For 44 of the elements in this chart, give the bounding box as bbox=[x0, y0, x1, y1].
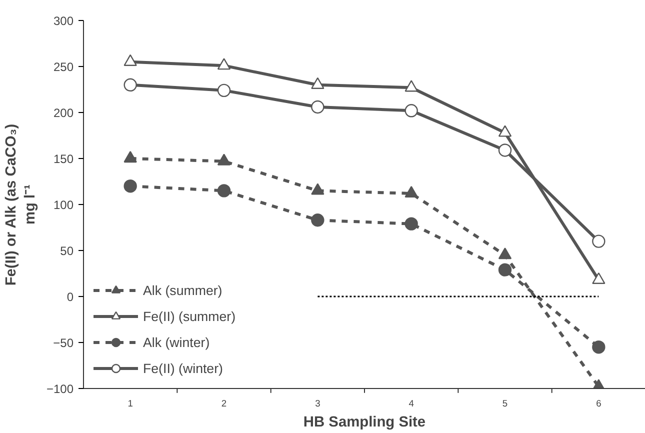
legend-label: Fe(II) (summer) bbox=[143, 308, 236, 324]
legend-label: Alk (winter) bbox=[143, 334, 210, 350]
point bbox=[217, 154, 231, 166]
point bbox=[592, 234, 606, 248]
y-axis-title: Fe(II) or Alk (as CaCO₃) mg l⁻¹ bbox=[3, 124, 38, 286]
y-tick-label: 300 bbox=[53, 14, 74, 28]
point bbox=[498, 248, 512, 260]
x-tick-label: 2 bbox=[221, 398, 227, 408]
point bbox=[592, 340, 606, 354]
y-tick-label: −50 bbox=[53, 336, 74, 350]
y-tick-label: 50 bbox=[60, 244, 74, 258]
point bbox=[311, 183, 324, 195]
x-tick-label: 6 bbox=[596, 398, 602, 408]
point bbox=[311, 77, 324, 89]
point bbox=[124, 180, 137, 193]
y-tick-label: 150 bbox=[53, 152, 74, 166]
point bbox=[404, 186, 418, 198]
point bbox=[124, 54, 137, 66]
x-tick-label: 1 bbox=[128, 398, 133, 408]
x-axis-title: HB Sampling Site bbox=[303, 414, 426, 430]
point bbox=[124, 78, 137, 92]
y-tick-label: −100 bbox=[46, 382, 74, 396]
y-tick-label: 100 bbox=[53, 198, 74, 212]
x-tick-label: 3 bbox=[315, 398, 320, 408]
x-tick-label: 5 bbox=[502, 398, 508, 408]
point bbox=[404, 80, 418, 92]
point bbox=[592, 272, 606, 284]
point bbox=[217, 84, 231, 98]
point bbox=[217, 58, 231, 70]
point bbox=[124, 150, 137, 163]
point bbox=[311, 100, 324, 114]
legend-label: Fe(II) (winter) bbox=[143, 360, 223, 376]
y-tick-label: 250 bbox=[53, 60, 74, 74]
point bbox=[498, 125, 512, 137]
point bbox=[498, 144, 512, 157]
y-tick-label: 0 bbox=[66, 290, 74, 304]
point bbox=[498, 263, 512, 276]
point bbox=[404, 217, 418, 230]
point bbox=[404, 104, 418, 118]
legend-label: Alk (summer) bbox=[143, 282, 222, 298]
point bbox=[311, 214, 324, 227]
point bbox=[217, 184, 231, 198]
y-tick-label: 200 bbox=[53, 106, 74, 120]
x-tick-label: 4 bbox=[408, 398, 414, 408]
